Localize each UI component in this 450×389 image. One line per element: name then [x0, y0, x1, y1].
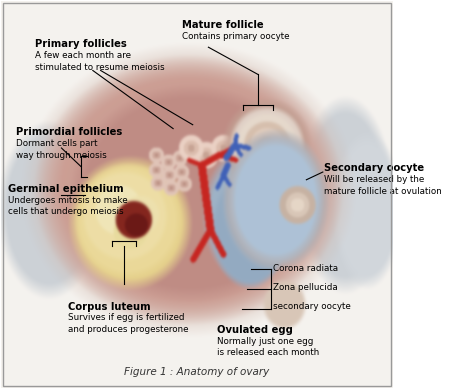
Text: Contains primary oocyte: Contains primary oocyte — [182, 32, 289, 41]
Text: Zona pellucida: Zona pellucida — [273, 283, 338, 292]
Text: Corpus luteum: Corpus luteum — [68, 301, 151, 312]
Text: Dormant cells part
way through meiosis: Dormant cells part way through meiosis — [16, 139, 106, 159]
Text: Survives if egg is fertilized
and produces progesterone: Survives if egg is fertilized and produc… — [68, 314, 189, 334]
Text: Corona radiata: Corona radiata — [273, 264, 338, 273]
Text: Mature follicle: Mature follicle — [182, 20, 263, 30]
Text: Primordial follicles: Primordial follicles — [16, 127, 122, 137]
Text: Ovulated egg: Ovulated egg — [217, 325, 293, 335]
Text: Secondary oocyte: Secondary oocyte — [324, 163, 424, 173]
Text: Germinal epithelium: Germinal epithelium — [8, 184, 123, 194]
Text: Will be released by the
mature follicle at ovulation: Will be released by the mature follicle … — [324, 175, 442, 196]
Text: secondary oocyte: secondary oocyte — [273, 302, 351, 312]
Text: Primary follicles: Primary follicles — [35, 39, 127, 49]
Text: Undergoes mitosis to make
cells that undergo meiosis: Undergoes mitosis to make cells that und… — [8, 196, 127, 216]
Text: Normally just one egg
is released each month: Normally just one egg is released each m… — [217, 337, 320, 357]
Text: Figure 1 : Anatomy of ovary: Figure 1 : Anatomy of ovary — [124, 368, 269, 377]
Text: A few each month are
stimulated to resume meiosis: A few each month are stimulated to resum… — [35, 51, 165, 72]
